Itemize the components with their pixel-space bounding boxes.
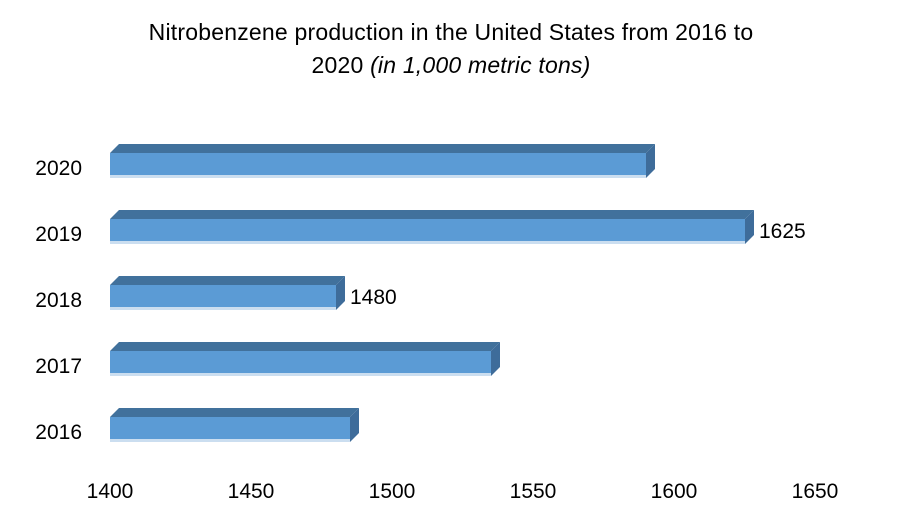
bar-2017: [110, 351, 491, 376]
data-label-2018: 1480: [350, 286, 397, 309]
chart-title-line2: 2020 (in 1,000 metric tons): [312, 52, 591, 78]
category-label-2020: 2020: [35, 157, 82, 180]
x-axis-label-1500: 1500: [368, 480, 416, 503]
bar-2016: [110, 417, 350, 442]
data-label-2019: 1625: [759, 220, 806, 243]
bar-2018: [110, 285, 336, 310]
x-axis-label-1450: 1450: [227, 480, 275, 503]
x-axis-label-1600: 1600: [650, 480, 698, 503]
x-axis-label-1650: 1650: [791, 480, 839, 503]
bar-2019: [110, 219, 745, 244]
bar-top-face-2016: [110, 408, 359, 417]
bar-top-face-2019: [110, 210, 754, 219]
x-axis-label-1550: 1550: [509, 480, 557, 503]
x-axis-label-1400: 1400: [86, 480, 134, 503]
bar-top-face-2018: [110, 276, 345, 285]
chart-title-line1: Nitrobenzene production in the United St…: [148, 19, 754, 45]
chart-title-year: 2020: [311, 52, 371, 78]
bar-top-face-2020: [110, 144, 655, 153]
chart-title: Nitrobenzene production in the United St…: [0, 16, 902, 82]
category-label-2017: 2017: [35, 355, 82, 378]
category-label-2019: 2019: [35, 223, 82, 246]
bar-2020: [110, 153, 646, 178]
category-label-2016: 2016: [35, 421, 82, 444]
chart-title-unit: (in 1,000 metric tons): [370, 52, 591, 78]
category-label-2018: 2018: [35, 289, 82, 312]
bar-top-face-2017: [110, 342, 500, 351]
